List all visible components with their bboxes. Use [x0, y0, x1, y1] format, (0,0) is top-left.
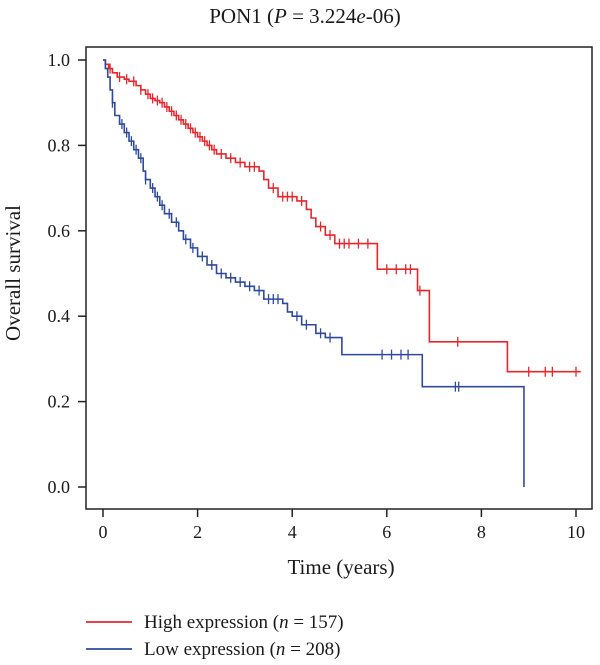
- series-layer: [103, 59, 581, 487]
- chart-title: PON1 (P = 3.224e-06): [209, 4, 401, 28]
- x-tick-label: 4: [288, 522, 297, 542]
- series-line-low-expression: [103, 59, 525, 487]
- y-axis-label: Overall survival: [1, 205, 25, 341]
- x-tick-label: 0: [99, 522, 108, 542]
- y-tick-label: 0.8: [48, 135, 71, 155]
- plot-frame: [85, 46, 593, 510]
- legend-high-prefix: High expression (: [144, 612, 279, 633]
- legend-low-n-symbol: n: [276, 639, 286, 660]
- legend-high-n-symbol: n: [279, 612, 289, 633]
- y-tick-label: 1.0: [48, 50, 71, 70]
- x-axis-label: Time (years): [287, 555, 394, 579]
- chart-title-e-symbol: e: [356, 4, 365, 28]
- y-tick-label: 0.6: [48, 221, 71, 241]
- chart-title-p-symbol: P: [273, 4, 287, 28]
- x-tick-label: 10: [567, 522, 585, 542]
- series-line-high-expression: [103, 59, 581, 373]
- y-axis: 0.0 0.2 0.4 0.6 0.8 1.0: [48, 50, 86, 497]
- legend-low-suffix: = 208): [285, 639, 340, 660]
- x-tick-label: 2: [193, 522, 202, 542]
- x-tick-label: 6: [382, 522, 391, 542]
- y-tick-label: 0.4: [48, 306, 71, 326]
- y-tick-label: 0.0: [48, 477, 71, 497]
- x-tick-label: 8: [477, 522, 486, 542]
- legend-low-prefix: Low expression (: [144, 639, 276, 660]
- chart-title-prefix: PON1 (: [209, 4, 274, 28]
- y-tick-label: 0.2: [48, 392, 71, 412]
- legend-high-suffix: = 157): [289, 612, 344, 633]
- legend-label-high: High expression (n = 157): [144, 612, 344, 633]
- legend-label-low: Low expression (n = 208): [144, 639, 340, 660]
- chart-title-mid: = 3.224: [287, 4, 357, 28]
- x-axis: 0 2 4 6 8 10: [99, 509, 585, 542]
- legend: High expression (n = 157) Low expression…: [86, 612, 344, 660]
- chart-title-suffix: -06): [366, 4, 401, 28]
